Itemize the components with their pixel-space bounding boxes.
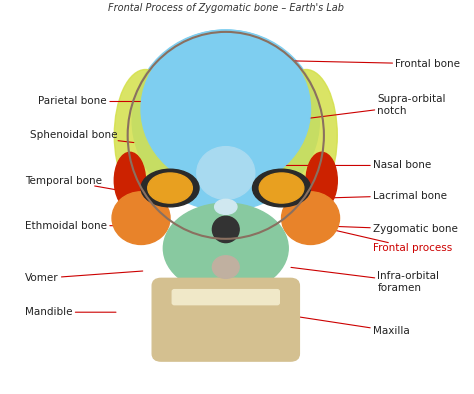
Text: Sphenoidal bone: Sphenoidal bone [29,130,134,143]
Ellipse shape [212,216,239,243]
Ellipse shape [114,69,177,201]
Text: Infra-orbital
foramen: Infra-orbital foramen [291,268,439,293]
Ellipse shape [215,199,237,214]
Ellipse shape [282,192,339,244]
Text: Ethmoidal bone: Ethmoidal bone [25,221,120,230]
Ellipse shape [212,256,239,278]
FancyBboxPatch shape [152,278,300,361]
Text: Lacrimal bone: Lacrimal bone [282,191,447,201]
Ellipse shape [253,169,310,207]
Text: Temporal bone: Temporal bone [25,175,125,191]
Ellipse shape [164,278,288,309]
Text: Supra-orbital
notch: Supra-orbital notch [295,95,446,120]
Text: Frontal bone: Frontal bone [260,59,460,69]
Ellipse shape [306,152,337,209]
Text: Maxilla: Maxilla [295,316,410,336]
Ellipse shape [132,30,319,211]
Ellipse shape [114,152,146,209]
Text: Zygomatic bone: Zygomatic bone [318,225,458,234]
Text: Mandible: Mandible [25,307,116,317]
Ellipse shape [141,30,310,188]
Ellipse shape [197,147,255,199]
Title: Frontal Process of Zygomatic bone – Earth's Lab: Frontal Process of Zygomatic bone – Eart… [108,3,344,13]
Ellipse shape [275,69,337,201]
Ellipse shape [164,203,288,294]
Text: Vomer: Vomer [25,271,143,283]
Text: Nasal bone: Nasal bone [273,160,431,171]
Ellipse shape [259,173,304,203]
FancyBboxPatch shape [172,290,279,305]
Text: Frontal process: Frontal process [318,226,452,253]
Ellipse shape [148,173,192,203]
Text: Parietal bone: Parietal bone [38,97,143,106]
Ellipse shape [112,192,170,244]
Ellipse shape [141,169,199,207]
